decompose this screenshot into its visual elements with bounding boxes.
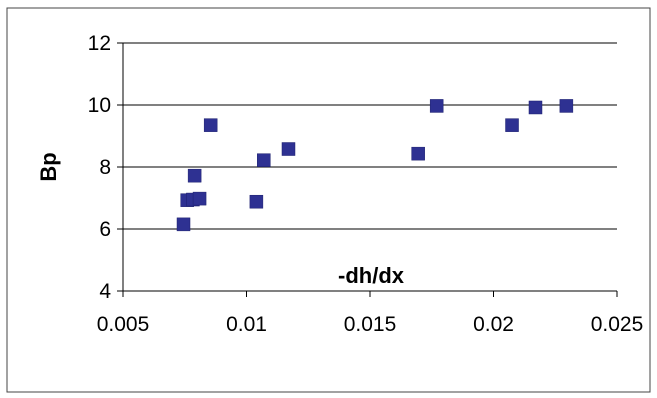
data-point bbox=[411, 146, 425, 161]
data-point bbox=[528, 100, 543, 115]
y-tick-label: 10 bbox=[88, 94, 111, 117]
data-point bbox=[429, 99, 444, 113]
y-axis-title: Bp bbox=[36, 152, 61, 181]
data-point bbox=[176, 217, 191, 232]
data-points bbox=[176, 99, 574, 232]
axes bbox=[117, 42, 618, 297]
x-tick-label: 0.015 bbox=[344, 313, 397, 336]
y-tick-label: 6 bbox=[99, 218, 111, 241]
data-point bbox=[192, 191, 207, 206]
data-point bbox=[281, 142, 296, 156]
gridlines bbox=[123, 42, 617, 230]
data-point bbox=[187, 168, 202, 183]
x-tick-label: 0.02 bbox=[473, 313, 514, 336]
x-axis-title: -dh/dx bbox=[338, 263, 405, 288]
chart-frame bbox=[6, 7, 651, 393]
data-point bbox=[505, 118, 519, 132]
tick-labels: 4 6 8 10 12 0.005 0.01 0.015 0.02 0.025 bbox=[88, 32, 644, 336]
data-point bbox=[257, 153, 271, 167]
x-tick-label: 0.025 bbox=[591, 313, 644, 336]
y-tick-label: 8 bbox=[99, 156, 111, 179]
data-point bbox=[249, 194, 264, 209]
data-point bbox=[559, 99, 574, 113]
x-tick-label: 0.005 bbox=[97, 313, 150, 336]
x-tick-label: 0.01 bbox=[226, 313, 267, 336]
y-tick-label: 12 bbox=[88, 32, 111, 55]
data-point bbox=[203, 118, 218, 132]
y-tick-label: 4 bbox=[99, 280, 111, 303]
